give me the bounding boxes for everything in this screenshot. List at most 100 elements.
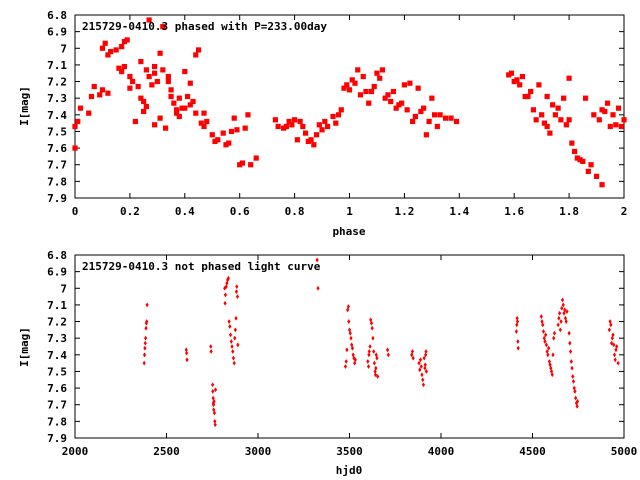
data-point <box>552 330 557 336</box>
data-point <box>599 182 605 188</box>
data-point <box>604 100 611 106</box>
data-point <box>547 345 551 351</box>
data-point <box>355 67 361 73</box>
data-point <box>593 173 600 179</box>
y-tick-label: 7.3 <box>47 92 67 105</box>
data-point <box>542 335 546 341</box>
data-point <box>235 294 240 299</box>
data-point <box>297 118 303 125</box>
data-point <box>195 47 202 53</box>
data-point <box>346 87 353 93</box>
data-point <box>410 352 414 358</box>
data-point <box>223 300 227 306</box>
data-point <box>86 110 92 116</box>
data-point <box>363 88 369 95</box>
data-point <box>234 289 239 294</box>
data-point <box>375 355 379 361</box>
data-point <box>176 113 182 120</box>
x-tick-label: 2000 <box>62 445 89 458</box>
data-point <box>373 372 378 378</box>
data-point <box>421 105 427 111</box>
data-point <box>423 132 429 138</box>
data-point <box>201 123 207 130</box>
data-point <box>568 349 573 354</box>
data-point <box>211 389 215 394</box>
data-point <box>424 369 428 374</box>
data-point <box>372 360 376 366</box>
data-point <box>99 87 106 93</box>
data-point <box>311 142 317 148</box>
data-point <box>614 347 618 353</box>
data-point <box>547 130 553 136</box>
data-point <box>160 67 166 73</box>
data-point <box>560 305 564 311</box>
data-point <box>514 329 518 334</box>
data-point <box>609 340 614 346</box>
y-tick-label: 7.1 <box>47 59 67 72</box>
data-point <box>429 95 435 101</box>
data-point <box>121 63 128 70</box>
data-point <box>533 117 539 123</box>
data-point <box>231 349 235 354</box>
data-point <box>420 372 424 378</box>
data-point <box>551 352 555 358</box>
data-point <box>424 349 428 354</box>
data-point <box>72 123 78 130</box>
data-point <box>369 320 374 326</box>
y-tick-label: 7.8 <box>47 415 67 428</box>
data-point <box>544 342 549 348</box>
data-point <box>431 112 438 118</box>
data-point <box>407 80 413 86</box>
data-point <box>574 400 579 406</box>
data-point <box>393 105 399 111</box>
data-point <box>245 112 251 118</box>
data-point <box>350 342 354 348</box>
data-point <box>97 92 103 98</box>
data-point <box>142 360 146 366</box>
data-point <box>346 304 351 309</box>
data-point <box>138 58 144 65</box>
y-tick-label: 7 <box>60 42 67 55</box>
data-point <box>418 108 424 115</box>
data-point <box>545 349 549 354</box>
x-axis: 0 0.2 0.4 0.6 0.8 1 1.2 1.4 1.6 1.8 2 <box>72 15 627 218</box>
data-point <box>223 142 229 148</box>
data-point <box>549 369 554 374</box>
data-point <box>573 389 577 394</box>
y-tick-label: 6.8 <box>47 9 67 22</box>
data-point <box>385 92 391 98</box>
data-point <box>173 110 180 116</box>
data-point <box>360 73 366 80</box>
data-point <box>410 118 416 125</box>
data-point <box>227 319 231 324</box>
data-point <box>368 344 372 349</box>
data-point <box>145 319 149 324</box>
data-point <box>144 325 148 331</box>
data-point <box>415 85 421 91</box>
y-tick-label: 7.5 <box>47 125 67 138</box>
data-point <box>138 95 144 101</box>
data-point <box>575 403 579 409</box>
data-point <box>352 355 356 361</box>
data-point <box>423 362 427 368</box>
data-point <box>185 357 189 363</box>
data-point <box>558 327 562 333</box>
data-point <box>152 122 158 128</box>
data-point <box>165 78 171 85</box>
data-point <box>211 382 215 388</box>
chart-title: 215729-0410.3 phased with P=233.00day <box>82 20 327 33</box>
data-point <box>366 100 372 106</box>
data-point <box>144 335 148 341</box>
data-point <box>585 168 591 174</box>
data-point <box>124 37 130 43</box>
data-point <box>410 349 415 354</box>
data-point <box>319 127 325 133</box>
data-point <box>517 82 523 88</box>
data-point <box>176 95 182 101</box>
data-point <box>168 93 174 100</box>
data-point <box>540 319 544 324</box>
y-tick-label: 6.9 <box>47 26 67 39</box>
y-tick-label: 7.5 <box>47 365 67 378</box>
data-point <box>75 118 81 125</box>
data-point <box>141 98 147 105</box>
